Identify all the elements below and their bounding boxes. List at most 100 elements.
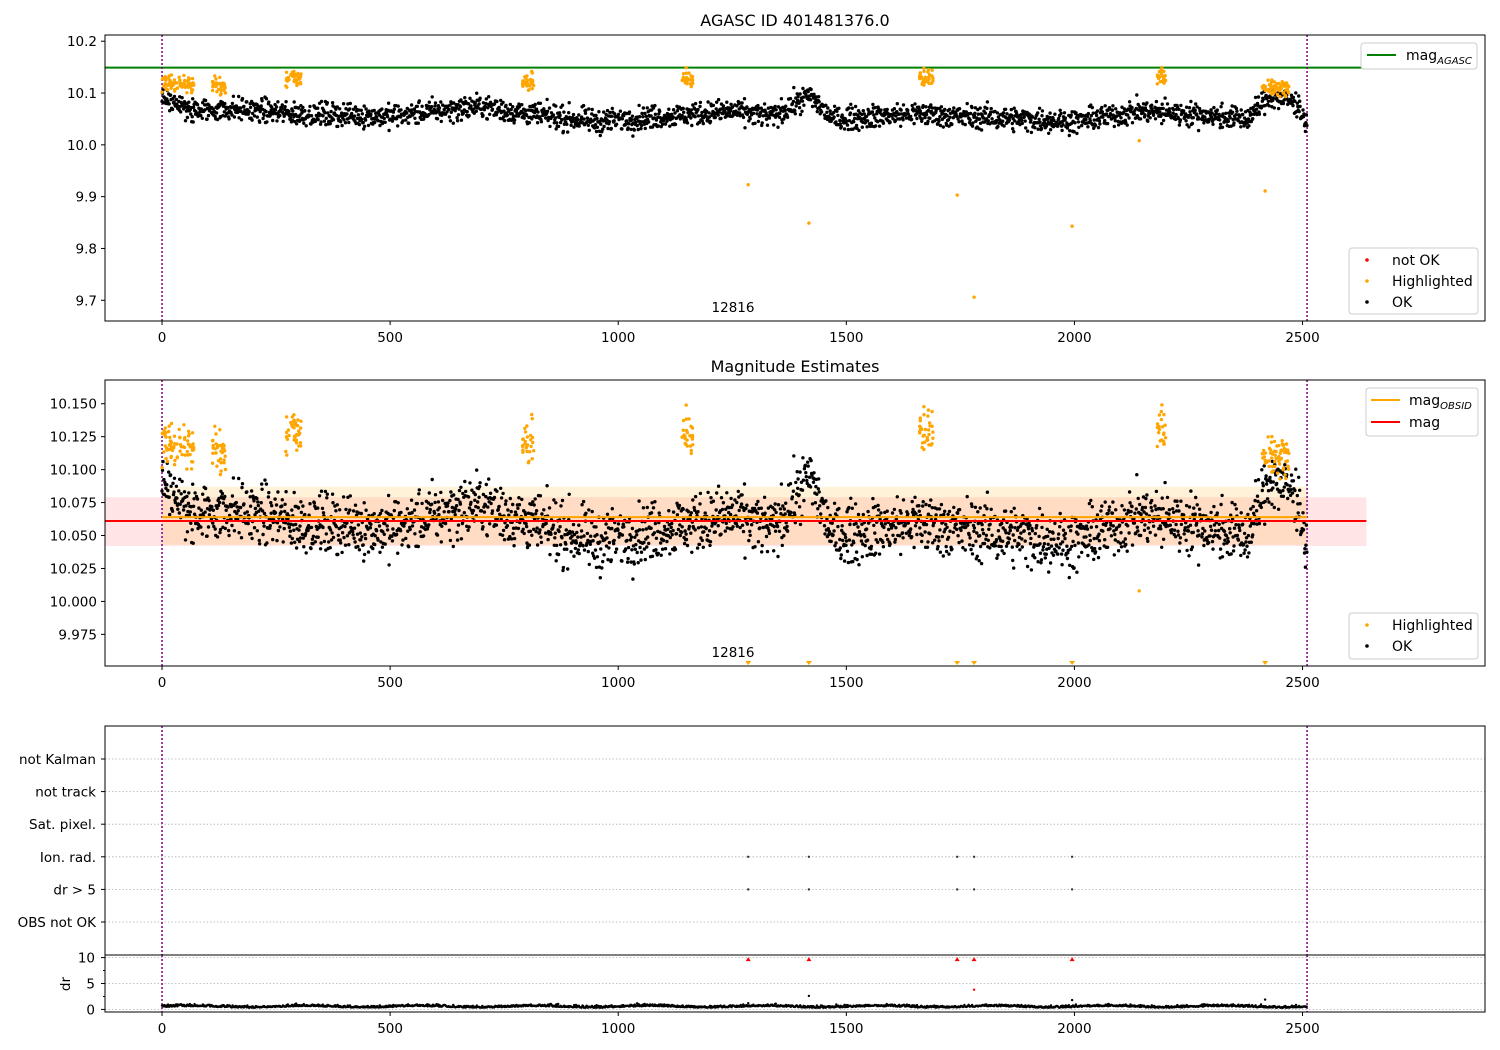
ok-point [335,105,339,109]
ok-point [981,531,986,536]
ok-point [1023,126,1028,130]
ok-point [843,535,848,540]
ok-point [274,105,279,109]
ok-point [1097,539,1102,543]
ok-point [990,117,994,121]
ok-point [1084,535,1088,539]
highlighted-point [178,78,182,83]
ok-point [309,546,313,551]
ok-point [267,110,271,115]
ok-point [782,117,786,121]
ok-point [759,506,763,510]
ok-point [517,503,522,507]
ok-point [447,528,452,532]
ok-point [1213,115,1218,119]
ok-point [602,553,606,557]
ok-point [534,529,538,534]
ok-point [544,521,548,526]
ok-point [884,533,888,538]
ok-point [1039,561,1043,565]
ok-point [475,468,479,472]
ok-point [1130,504,1134,509]
ok-point [1080,550,1084,555]
ok-point [189,112,193,116]
ok-point [674,532,679,536]
ok-point [239,536,244,540]
ok-point [530,117,534,121]
ok-point [876,503,880,508]
ok-point [504,103,508,108]
ok-point [369,522,373,526]
ok-point [304,531,308,536]
ok-point [1047,131,1051,135]
ok-point [956,511,960,515]
ok-point [900,531,905,535]
ok-point [199,113,203,118]
highlighted-point [172,78,177,82]
ok-point [390,119,395,123]
ok-point [364,107,368,111]
ok-point [593,548,598,552]
ok-point [671,108,676,112]
ok-point [853,502,858,506]
ok-point [632,128,636,132]
ok-point [1009,510,1013,514]
ok-point [1046,542,1050,546]
ok-point [894,114,898,118]
panel1-xtick-label: 1000 [601,330,635,346]
ok-point [764,534,769,539]
ok-point [1061,548,1065,552]
ok-point [1145,101,1149,105]
ok-point [673,111,677,115]
ok-point [901,118,905,122]
ok-point [873,105,877,110]
panel1-xtick-label: 1500 [829,330,863,346]
ok-point [1105,121,1110,126]
ok-point [280,504,284,508]
ok-point [985,106,989,111]
ok-point [950,547,954,551]
ok-point [463,479,467,484]
ok-point [767,116,772,120]
ok-point [943,107,947,112]
ok-point [785,115,790,120]
ok-point [639,126,643,131]
ok-point [501,115,506,119]
ok-point [924,522,929,527]
ok-point [730,503,735,507]
ok-point [955,527,959,532]
ok-point [933,538,937,542]
ok-point [601,127,605,131]
ok-point [1305,123,1309,128]
ok-point [987,527,991,531]
ok-point [653,500,657,504]
ok-point [469,104,473,108]
ok-point [662,524,667,529]
ok-point [522,531,526,536]
ok-point [1059,552,1064,556]
ok-point [1208,524,1213,529]
highlighted-point [1283,93,1287,97]
ok-point [1103,538,1107,542]
ok-point [276,528,281,533]
ok-point [512,536,517,541]
ok-point [207,498,211,503]
ok-point [813,501,818,505]
ok-point [693,115,697,119]
ok-point [1011,558,1015,563]
ok-point [435,533,440,537]
ok-point [390,539,395,543]
ok-point [874,551,878,555]
ok-point [1073,543,1077,548]
ok-point [824,103,828,108]
ok-point [325,496,329,500]
ok-point [1076,541,1081,545]
ok-point [906,112,910,116]
ok-point [894,526,898,530]
highlighted-point [1158,80,1162,84]
ok-point [873,531,877,535]
ok-point [560,498,565,503]
ok-point [1219,105,1223,109]
ok-point [706,490,710,495]
ok-point [436,500,441,504]
